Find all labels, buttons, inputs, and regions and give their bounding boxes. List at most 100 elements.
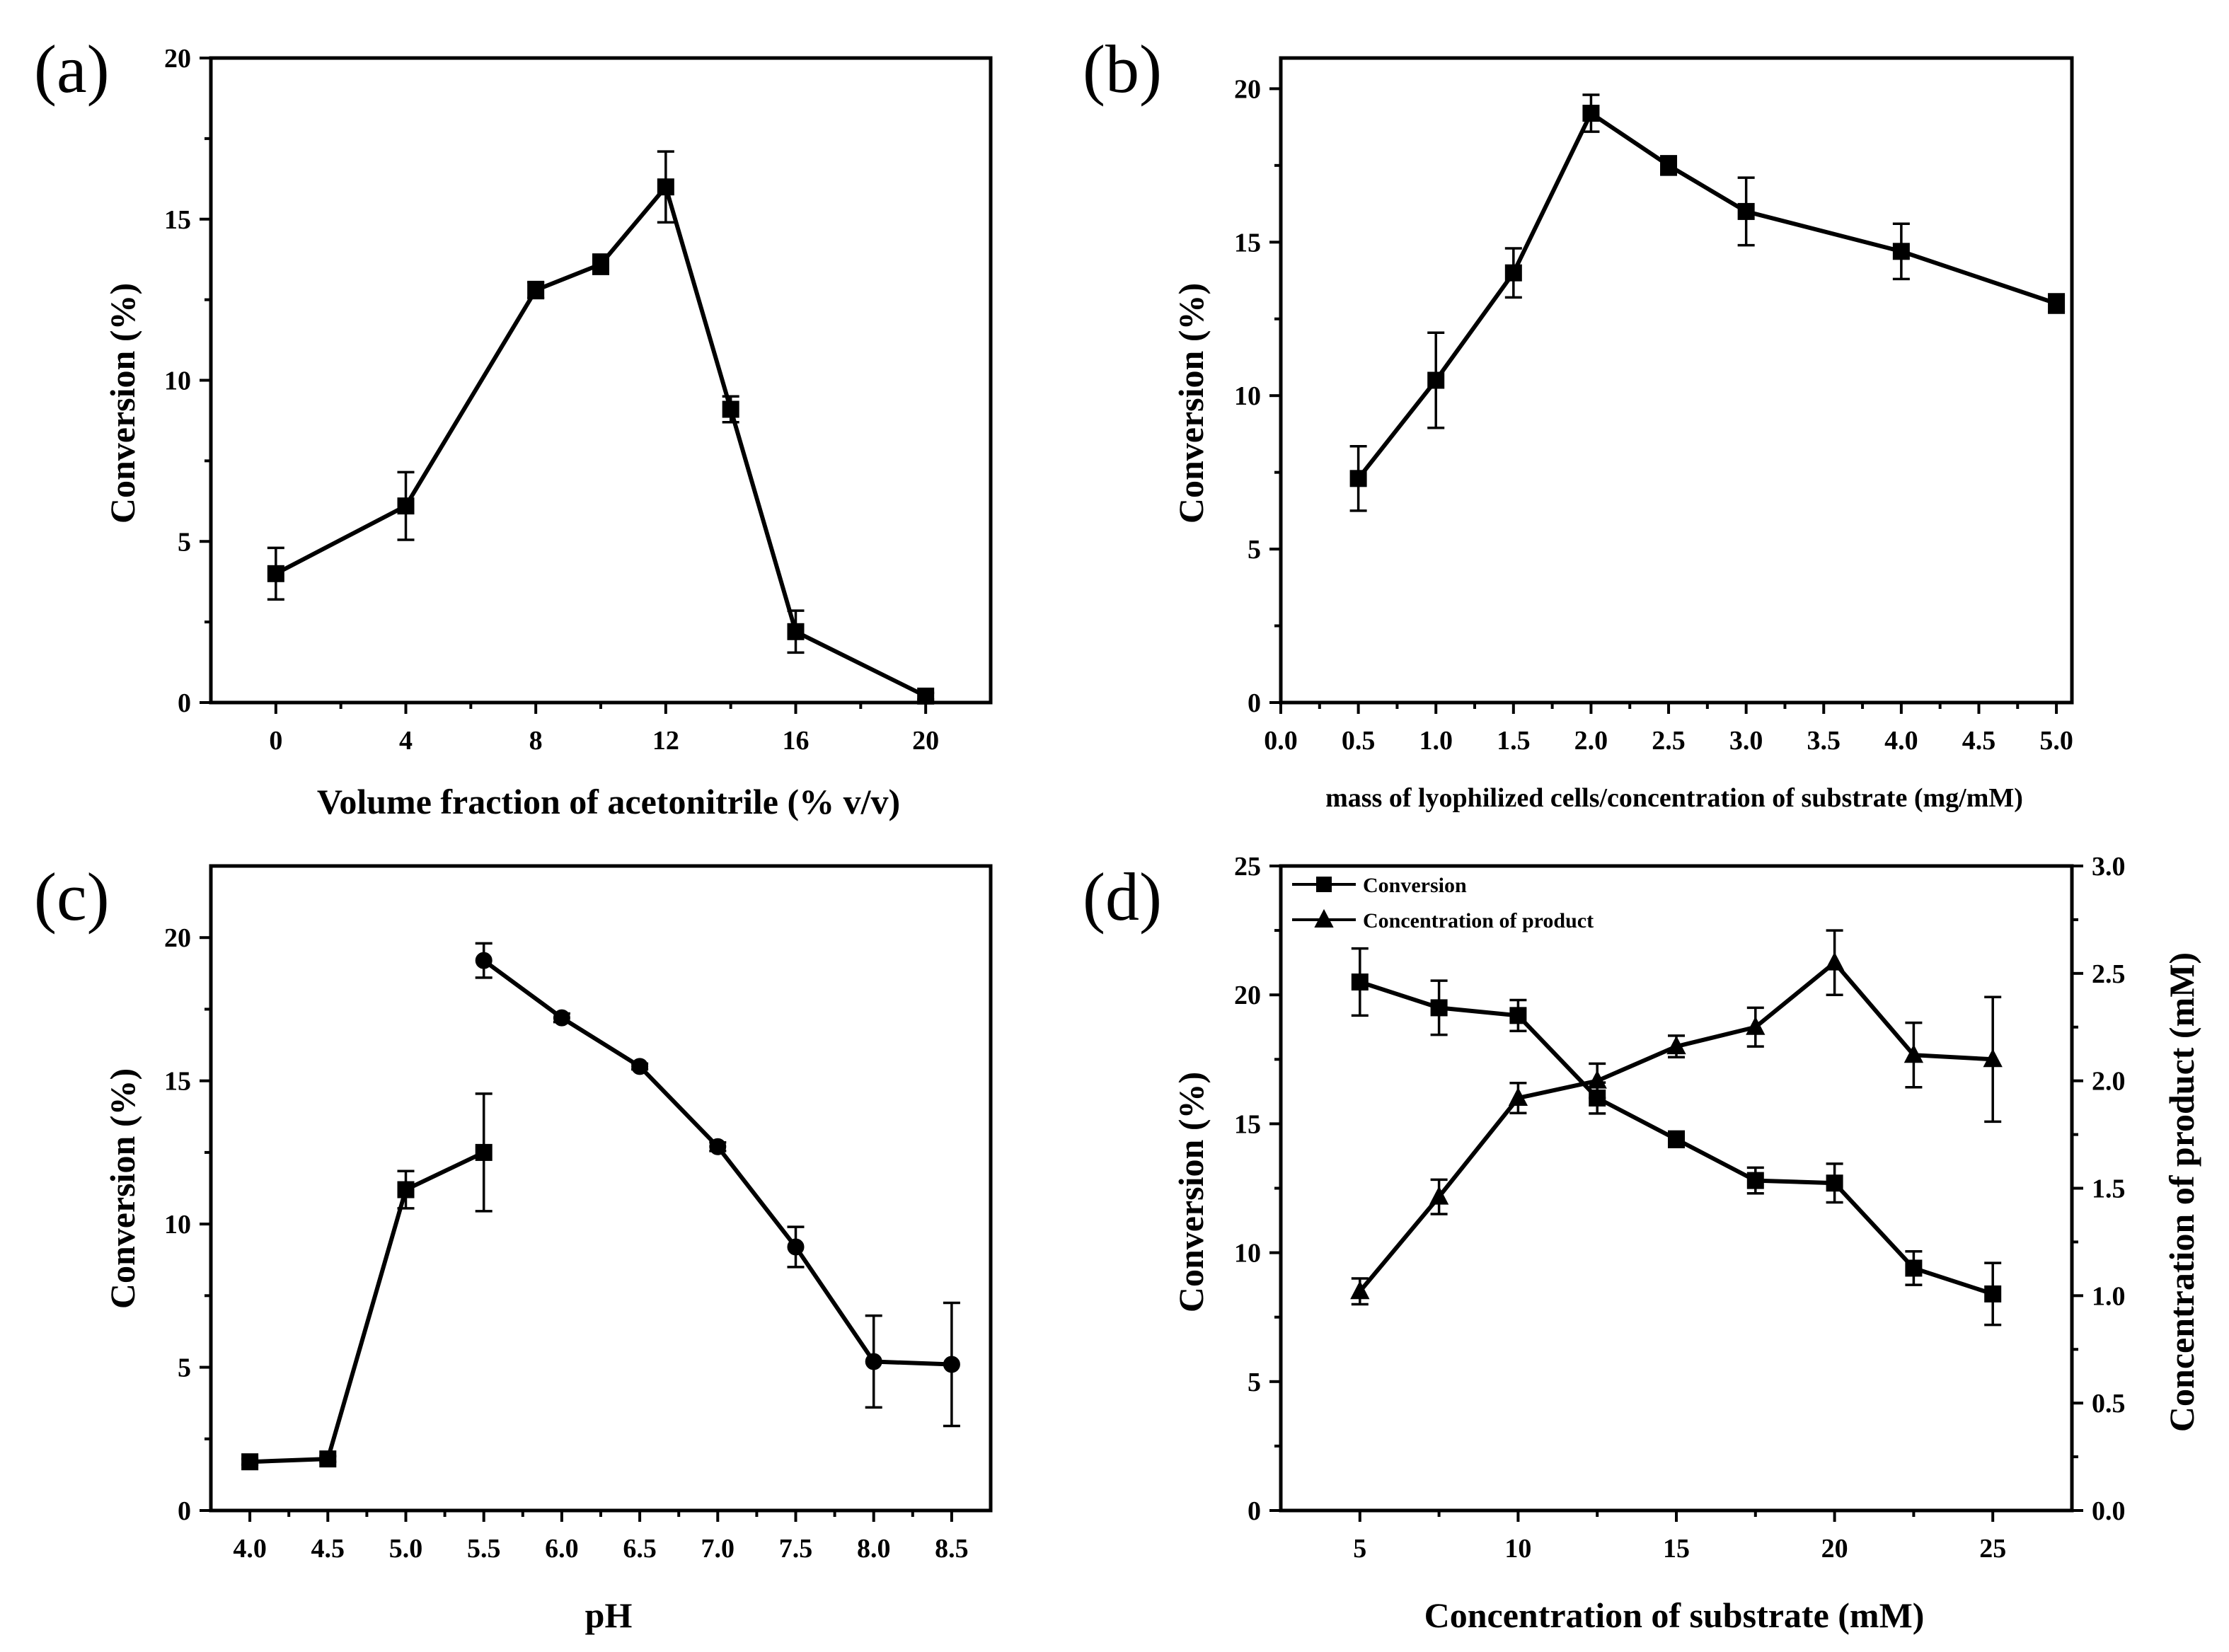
panel-b-x-tick-label: 3.0 bbox=[1729, 726, 1763, 756]
panel-a-series-0-point bbox=[787, 623, 805, 640]
panel-d-series-0-point bbox=[1430, 999, 1448, 1017]
panel-b-ylabel: Conversion (%) bbox=[1171, 283, 1211, 524]
panel-a-axes: 0 4 8 12 16 20 0 5 10 15 20 bbox=[164, 44, 993, 756]
panel-b-series-0-point bbox=[1427, 371, 1445, 389]
panel-d-plot bbox=[1350, 929, 2003, 1327]
panel-c-label: (c) bbox=[34, 859, 110, 935]
panel-b-y-tick-label: 0 bbox=[1248, 688, 1261, 718]
panel-c-xlabel: pH bbox=[585, 1595, 633, 1635]
panel-b-plot bbox=[1349, 93, 2066, 512]
panel-c-series-0-point bbox=[241, 1453, 259, 1471]
panel-a-xlabel: Volume fraction of acetonitrile (% v/v) bbox=[317, 782, 900, 821]
panel-c: (c) pH Conversion (%) 4.0 4.5 5.0 5.5 6.0 6.5… bbox=[34, 859, 993, 1635]
panel-c-x-tick-label: 4.5 bbox=[311, 1534, 345, 1564]
panel-a-x-tick-label: 20 bbox=[912, 726, 939, 756]
panel-a: (a) Volume fraction of acetonitrile (% v… bbox=[34, 31, 993, 821]
panel-c-x-tick-label: 7.0 bbox=[701, 1534, 735, 1564]
panel-b-x-tick-label: 3.5 bbox=[1807, 726, 1841, 756]
panel-a-y-tick-label: 20 bbox=[164, 44, 191, 74]
panel-c-y-tick-label: 5 bbox=[178, 1353, 191, 1383]
panel-a-series-0-point bbox=[657, 178, 674, 196]
panel-c-series-0-point bbox=[319, 1450, 337, 1468]
panel-b-x-tick-label: 4.5 bbox=[1962, 726, 1996, 756]
panel-b-label: (b) bbox=[1083, 31, 1162, 107]
panel-a-x-tick-label: 4 bbox=[399, 726, 413, 756]
panel-b-series-0-point bbox=[1892, 243, 1910, 260]
panel-a-y-tick-label: 5 bbox=[178, 527, 191, 557]
panel-d-y-tick-label: 15 bbox=[1234, 1109, 1261, 1139]
panel-b-xlabel: mass of lyophilized cells/concentration … bbox=[1325, 783, 2023, 813]
panel-c-ylabel: Conversion (%) bbox=[103, 1068, 142, 1309]
panel-b-x-tick-label: 2.0 bbox=[1574, 726, 1608, 756]
panel-a-plot bbox=[267, 150, 935, 705]
legend-marker-triangle bbox=[1314, 908, 1334, 928]
panel-d-series-1-point bbox=[1429, 1186, 1449, 1205]
panel-d-x-tick-label: 25 bbox=[1979, 1534, 2006, 1564]
panel-d-ylabel: Conversion (%) bbox=[1171, 1072, 1211, 1312]
panel-d-series-1-point bbox=[1350, 1281, 1370, 1300]
panel-d-series-0-point bbox=[1905, 1259, 1923, 1277]
panel-b-frame bbox=[1279, 56, 2074, 705]
panel-d-y-tick-label: 20 bbox=[1234, 981, 1261, 1010]
panel-a-series-0-point bbox=[592, 255, 609, 273]
panel-b-series-0-point bbox=[1660, 156, 1678, 174]
panel-c-y-tick-label: 0 bbox=[178, 1496, 191, 1526]
panel-b-y-tick-label: 5 bbox=[1248, 535, 1261, 565]
legend-label-product: Concentration of product bbox=[1363, 909, 1594, 932]
panel-d-series-1-point bbox=[1666, 1035, 1686, 1055]
panel-b-x-tick-label: 4.0 bbox=[1884, 726, 1918, 756]
panel-c-series-0-point bbox=[475, 1143, 493, 1161]
panel-d-y2-tick-label: 2.0 bbox=[2092, 1067, 2126, 1097]
panel-b-series-0-point bbox=[1349, 470, 1367, 487]
panel-a-y-tick-label: 15 bbox=[164, 205, 191, 235]
panel-c-x-tick-label: 6.5 bbox=[623, 1534, 657, 1564]
panel-b: (b) mass of lyophilized cells/concentrat… bbox=[1083, 31, 2074, 813]
panel-c-x-tick-label: 8.5 bbox=[935, 1534, 969, 1564]
panel-c-x-tick-label: 5.0 bbox=[389, 1534, 423, 1564]
panel-b-x-tick-label: 5.0 bbox=[2039, 726, 2073, 756]
panel-b-x-tick-label: 1.0 bbox=[1419, 726, 1453, 756]
panel-b-y-tick-label: 20 bbox=[1234, 74, 1261, 104]
panel-d-x-tick-label: 20 bbox=[1821, 1534, 1848, 1564]
panel-a-series-0-point bbox=[917, 687, 935, 705]
panel-b-series-0-point bbox=[2048, 295, 2066, 313]
panel-a-label: (a) bbox=[34, 31, 110, 107]
panel-d-label: (d) bbox=[1083, 859, 1162, 935]
panel-c-x-tick-label: 7.5 bbox=[779, 1534, 813, 1564]
panel-c-series-1-point bbox=[787, 1238, 805, 1256]
panel-a-series-0-line bbox=[275, 182, 927, 698]
panel-c-series-1-point bbox=[943, 1356, 960, 1373]
panel-d-x-tick-label: 10 bbox=[1504, 1534, 1531, 1564]
panel-d-x-tick-label: 15 bbox=[1663, 1534, 1690, 1564]
panel-c-y-tick-label: 15 bbox=[164, 1067, 191, 1097]
panel-c-series-0-line bbox=[249, 1150, 485, 1465]
panel-d-series-0-point bbox=[1509, 1007, 1527, 1024]
panel-b-series-0-point bbox=[1582, 105, 1600, 122]
panel-b-x-tick-label: 1.5 bbox=[1497, 726, 1531, 756]
panel-c-series-1-point bbox=[475, 952, 493, 969]
panel-c-plot bbox=[241, 942, 960, 1471]
panel-d-series-0-point bbox=[1351, 973, 1369, 990]
panel-b-series-0-point bbox=[1504, 264, 1522, 282]
panel-b-y-tick-label: 10 bbox=[1234, 381, 1261, 411]
panel-a-ylabel: Conversion (%) bbox=[103, 283, 142, 524]
panel-d-y2-tick-label: 2.5 bbox=[2092, 959, 2126, 989]
panel-a-x-tick-label: 16 bbox=[783, 726, 810, 756]
panel-d-xlabel: Concentration of substrate (mM) bbox=[1424, 1595, 1925, 1635]
panel-b-x-tick-label: 0.0 bbox=[1264, 726, 1298, 756]
panel-a-series-0-point bbox=[527, 281, 545, 299]
panel-c-x-tick-label: 8.0 bbox=[857, 1534, 891, 1564]
panel-c-x-tick-label: 5.5 bbox=[467, 1534, 501, 1564]
panel-a-x-tick-label: 12 bbox=[652, 726, 679, 756]
legend-marker-square bbox=[1316, 877, 1332, 892]
panel-d-y2-tick-label: 1.0 bbox=[2092, 1281, 2126, 1311]
panel-a-series-0-point bbox=[397, 497, 415, 515]
panel-d-axes: 5 10 15 20 25 0 5 10 15 20 25 0.0 0.5 1.0 1.5 2.0 2.5 3.0 bbox=[1234, 852, 2126, 1564]
panel-b-x-tick-label: 2.5 bbox=[1652, 726, 1686, 756]
panel-d-series-0-point bbox=[1668, 1131, 1685, 1148]
panel-b-axes: 0.0 0.5 1.0 1.5 2.0 2.5 3.0 3.5 4.0 4.5 5.0 0 5 10 15 2… bbox=[1234, 56, 2074, 756]
panel-b-series-0-point bbox=[1737, 202, 1755, 220]
panel-d-series-1-point bbox=[1587, 1070, 1607, 1089]
panel-d-legend: Conversion Concentration of product bbox=[1292, 874, 1594, 932]
